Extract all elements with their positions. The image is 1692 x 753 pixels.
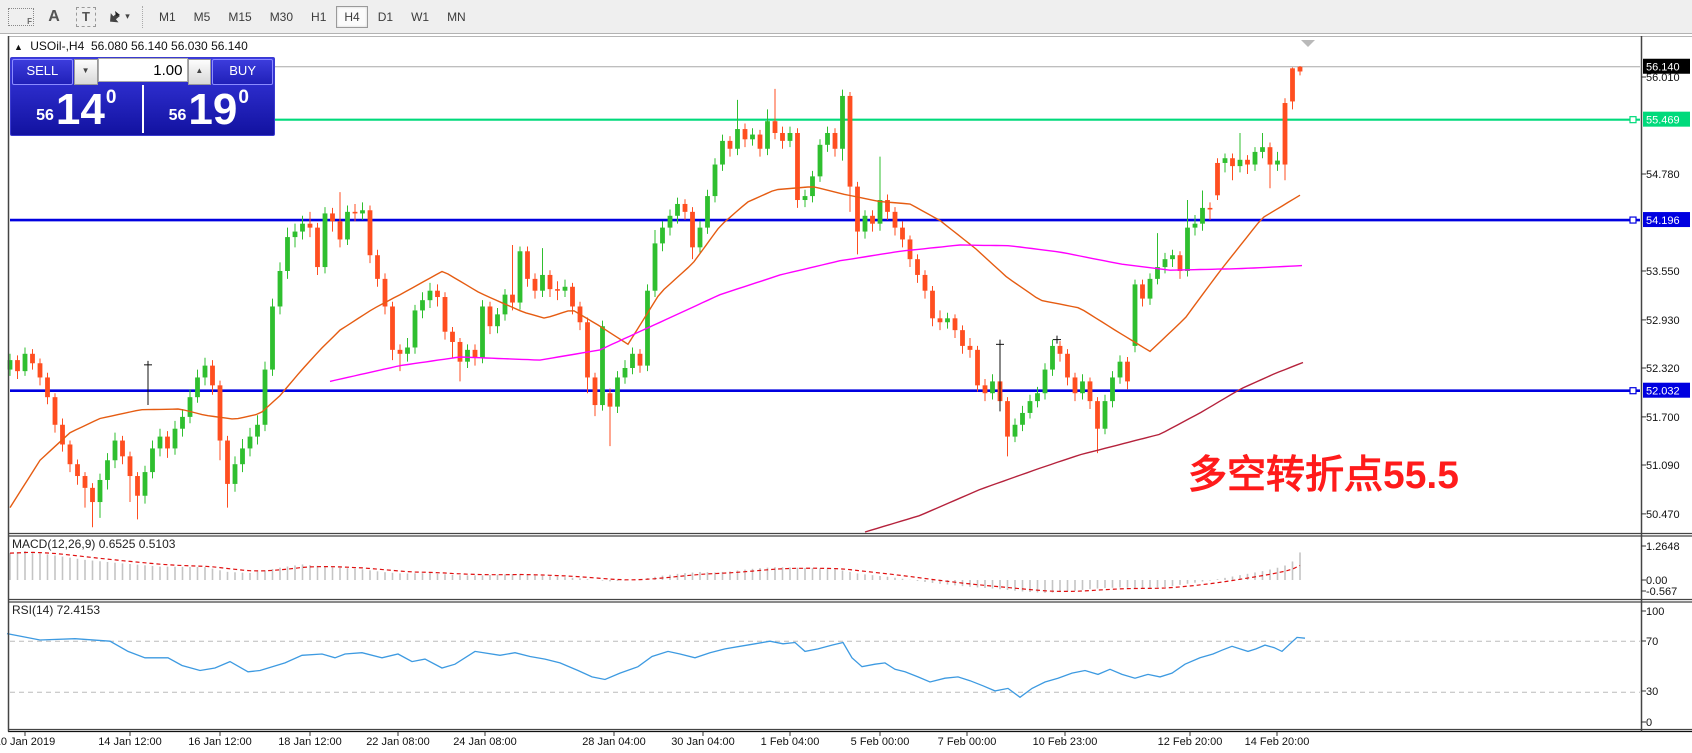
svg-text:10 Jan 2019: 10 Jan 2019	[0, 736, 55, 748]
svg-text:54.196: 54.196	[1646, 215, 1680, 227]
macd-panel	[9, 550, 1301, 593]
chart-area[interactable]: ▲ USOil-,H4 56.080 56.140 56.030 56.140 …	[0, 36, 1692, 753]
svg-text:50.470: 50.470	[1646, 509, 1680, 521]
timeframe-button-h1[interactable]: H1	[311, 9, 327, 24]
buy-price-small: 56	[168, 107, 187, 124]
svg-text:22 Jan 08:00: 22 Jan 08:00	[366, 736, 430, 748]
svg-text:53.550: 53.550	[1646, 266, 1680, 278]
chart-title: ▲ USOil-,H4 56.080 56.140 56.030 56.140	[14, 39, 248, 53]
one-click-trading-panel: SELL ▼ ▲ BUY 56 14 0 56 19 0	[10, 57, 275, 136]
horizontal-line-52.032[interactable]	[10, 387, 1640, 395]
buy-price[interactable]: 56 19 0	[144, 85, 275, 133]
sell-price[interactable]: 56 14 0	[11, 85, 144, 133]
svg-text:52.032: 52.032	[1646, 386, 1680, 398]
svg-text:14 Feb 20:00: 14 Feb 20:00	[1245, 736, 1310, 748]
timeframe-button-m30[interactable]: M30	[269, 9, 294, 24]
arrow-tool-glyph	[110, 11, 121, 23]
shift-marker-icon	[1301, 40, 1315, 47]
price-chart-svg[interactable]: 56.010 54.780 53.550 52.930 52.320 51.700 51.0…	[0, 36, 1692, 753]
svg-text:56.010: 56.010	[1646, 72, 1680, 84]
svg-text:52.930: 52.930	[1646, 315, 1680, 327]
time-axis[interactable]: 10 Jan 2019 14 Jan 12:00 16 Jan 12:00 18 Ja…	[0, 731, 1310, 749]
timeframe-button-d1[interactable]: D1	[377, 9, 394, 24]
text-tool-icon[interactable]: T	[74, 5, 98, 29]
timeframe-button-h4[interactable]: H4	[336, 5, 368, 28]
svg-text:5 Feb 00:00: 5 Feb 00:00	[851, 736, 910, 748]
timeframe-button-w1[interactable]: W1	[411, 9, 430, 24]
ma-long-crimson	[864, 361, 1304, 533]
rsi-label: RSI(14) 72.4153	[12, 603, 101, 617]
svg-text:1 Feb 04:00: 1 Feb 04:00	[761, 736, 820, 748]
svg-text:30 Jan 04:00: 30 Jan 04:00	[671, 736, 735, 748]
annotation-a-icon[interactable]: A	[48, 7, 60, 25]
svg-text:52.320: 52.320	[1646, 363, 1680, 375]
svg-text:7 Feb 00:00: 7 Feb 00:00	[938, 736, 997, 748]
svg-text:51.090: 51.090	[1646, 460, 1680, 472]
chevron-down-icon[interactable]: ▾	[125, 11, 130, 21]
price-axis: 56.010 54.780 53.550 52.930 52.320 51.700 51.0…	[1641, 72, 1680, 729]
svg-text:55.469: 55.469	[1646, 115, 1680, 127]
svg-text:70: 70	[1646, 636, 1658, 648]
timeframe-button-m1[interactable]: M1	[159, 9, 176, 24]
candles[interactable]	[7, 65, 1303, 528]
buy-price-big: 19	[188, 85, 238, 134]
volume-increase-button[interactable]: ▲	[187, 59, 212, 85]
svg-text:54.780: 54.780	[1646, 169, 1680, 181]
toolbar-separator	[142, 5, 144, 28]
ma-mid-magenta	[329, 244, 1303, 383]
chart-annotation-text[interactable]: 多空转折点55.5	[1188, 454, 1459, 497]
sell-price-small: 56	[36, 107, 54, 124]
vertical-line-objects[interactable]	[144, 335, 1061, 412]
rsi-panel	[6, 632, 1640, 699]
svg-text:-0.567: -0.567	[1646, 586, 1677, 598]
chart-grid-icon[interactable]: F	[8, 7, 34, 26]
toolbar: F A T ▾ M1 M5 M15 M30 H1 H4 D1 W1 MN	[0, 0, 1692, 34]
ma-fast-orange	[9, 186, 1301, 508]
svg-text:16 Jan 12:00: 16 Jan 12:00	[188, 736, 252, 748]
panel-borders	[7, 36, 1692, 733]
price-badge-56.140: 56.140	[1643, 58, 1690, 74]
symbol-label: USOil-,H4	[30, 39, 85, 53]
timeframe-button-mn[interactable]: MN	[447, 9, 466, 24]
volume-input[interactable]	[97, 58, 188, 82]
svg-text:12 Feb 20:00: 12 Feb 20:00	[1158, 736, 1223, 748]
volume-decrease-button[interactable]: ▼	[73, 59, 98, 85]
svg-text:0: 0	[1646, 717, 1652, 729]
horizontal-line-55.469[interactable]	[10, 116, 1640, 124]
svg-text:28 Jan 04:00: 28 Jan 04:00	[582, 736, 646, 748]
timeframe-button-m5[interactable]: M5	[193, 9, 211, 24]
svg-text:14 Jan 12:00: 14 Jan 12:00	[98, 736, 162, 748]
horizontal-line-54.196[interactable]	[10, 216, 1640, 224]
arrow-tool-icon[interactable]: ▾	[106, 5, 130, 29]
svg-text:56.140: 56.140	[1646, 62, 1680, 74]
svg-text:10 Feb 23:00: 10 Feb 23:00	[1033, 736, 1098, 748]
buy-price-sup: 0	[238, 87, 249, 108]
price-badge-55.469: 55.469	[1643, 111, 1690, 127]
svg-text:51.700: 51.700	[1646, 412, 1680, 424]
sell-button[interactable]: SELL	[12, 59, 73, 85]
svg-text:30: 30	[1646, 686, 1658, 698]
sell-price-sup: 0	[105, 87, 117, 108]
svg-text:100: 100	[1646, 606, 1664, 618]
svg-text:18 Jan 12:00: 18 Jan 12:00	[278, 736, 342, 748]
svg-text:1.2648: 1.2648	[1646, 541, 1680, 553]
svg-text:0.00: 0.00	[1646, 575, 1667, 587]
sell-price-big: 14	[55, 85, 105, 134]
buy-button[interactable]: BUY	[212, 59, 273, 85]
timeframe-group: M1 M5 M15 M30 H1 H4 D1 W1 MN	[150, 5, 475, 28]
macd-label: MACD(12,26,9) 0.6525 0.5103	[12, 537, 176, 551]
svg-text:24 Jan 08:00: 24 Jan 08:00	[453, 736, 517, 748]
timeframe-button-m15[interactable]: M15	[228, 9, 252, 24]
up-triangle-icon: ▲	[14, 42, 23, 52]
price-badge-52.032: 52.032	[1643, 382, 1690, 398]
ohlc-values: 56.080 56.140 56.030 56.140	[90, 39, 248, 53]
price-badge-54.196: 54.196	[1643, 212, 1690, 228]
